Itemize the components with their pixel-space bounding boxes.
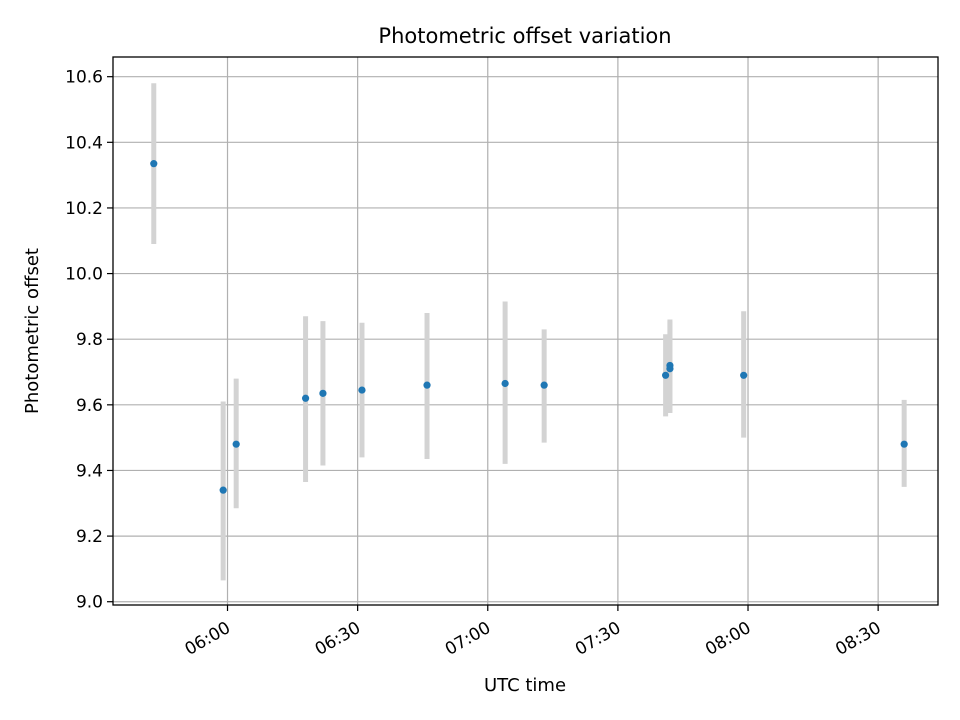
data-point: [358, 386, 366, 394]
data-point: [540, 381, 548, 389]
data-point: [423, 381, 431, 389]
chart-title: Photometric offset variation: [378, 24, 671, 48]
y-tick-label: 10.2: [65, 199, 103, 219]
grid: [113, 57, 938, 605]
data-point: [319, 389, 327, 397]
data-points: [150, 160, 908, 494]
y-tick-label: 10.6: [65, 68, 103, 88]
y-tick-label: 9.8: [76, 330, 103, 350]
y-axis-label: Photometric offset: [22, 248, 43, 414]
plot-frame: [112, 56, 939, 606]
data-point: [301, 394, 310, 402]
y-tick-label: 9.4: [76, 461, 103, 481]
data-point: [501, 379, 509, 388]
y-tick-label: 9.2: [76, 527, 103, 547]
y-tick-label: 10.4: [65, 133, 103, 153]
x-axis-label: UTC time: [484, 675, 566, 696]
data-point: [232, 440, 240, 448]
data-point: [662, 371, 670, 379]
y-tick-label: 10.0: [65, 265, 103, 285]
data-point: [666, 365, 674, 373]
y-tick-label: 9.6: [76, 396, 103, 416]
y-tick-label: 9.0: [76, 593, 103, 613]
y-axis: 9.0 9.2 9.4 9.6 9.8 10.0 10.2 10.4 10.6: [65, 68, 113, 613]
data-point: [900, 440, 908, 448]
data-point: [150, 160, 158, 168]
data-point: [740, 371, 748, 379]
data-point: [219, 486, 227, 494]
